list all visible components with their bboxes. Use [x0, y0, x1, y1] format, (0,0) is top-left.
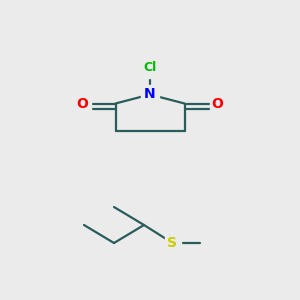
- Text: O: O: [212, 97, 224, 110]
- Text: S: S: [167, 236, 178, 250]
- Text: N: N: [144, 88, 156, 101]
- Text: Cl: Cl: [143, 61, 157, 74]
- Text: O: O: [76, 97, 88, 110]
